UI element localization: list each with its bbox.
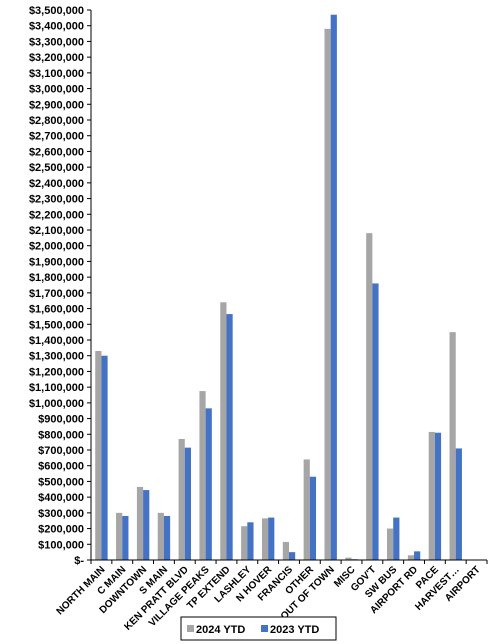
- bar: [220, 302, 227, 560]
- y-tick-label: $2,400,000: [29, 178, 84, 190]
- bar: [434, 432, 442, 560]
- y-tick-label: $1,800,000: [29, 272, 84, 284]
- y-tick-label: $1,200,000: [29, 366, 84, 378]
- y-tick-label: $400,000: [38, 492, 84, 504]
- y-tick-label: $3,500,000: [29, 5, 84, 17]
- legend-label: 2024 YTD: [196, 624, 245, 636]
- bar: [261, 518, 269, 560]
- bar: [387, 528, 394, 560]
- y-tick-label: $2,900,000: [29, 99, 84, 111]
- y-tick-label: $2,000,000: [29, 241, 84, 253]
- y-tick-label: $2,800,000: [29, 115, 84, 127]
- bars: [95, 14, 462, 561]
- y-tick-label: $2,500,000: [29, 162, 84, 174]
- y-tick-label: $2,600,000: [29, 146, 84, 158]
- bar: [205, 408, 212, 560]
- bar: [345, 557, 352, 560]
- bar: [366, 233, 373, 560]
- y-tick-label: $1,000,000: [29, 398, 84, 410]
- axes: [90, 10, 488, 564]
- bar: [407, 555, 415, 560]
- bar: [428, 431, 435, 560]
- y-tick-label: $2,300,000: [29, 194, 84, 206]
- bar: [163, 516, 171, 560]
- y-tick-label: $600,000: [38, 461, 84, 473]
- bar: [324, 28, 331, 561]
- bar: [184, 447, 191, 560]
- y-tick-label: $100,000: [38, 539, 84, 551]
- bar: [289, 552, 296, 560]
- bar: [136, 486, 144, 560]
- y-tick-label: $800,000: [38, 429, 84, 441]
- bar: [393, 517, 400, 560]
- bar: [449, 332, 456, 560]
- y-tick-label: $2,700,000: [29, 131, 84, 143]
- y-tick-label: $1,300,000: [29, 351, 84, 363]
- y-tick-label: $700,000: [38, 445, 84, 457]
- bar: [116, 512, 123, 560]
- y-tick-label: $1,900,000: [29, 256, 84, 268]
- y-tick-label: $300,000: [38, 508, 84, 520]
- bar: [178, 439, 185, 560]
- y-tick-label: $1,400,000: [29, 335, 84, 347]
- y-tick-label: $3,200,000: [29, 52, 84, 64]
- legend-box: [180, 616, 337, 641]
- y-tick-label: $1,600,000: [29, 304, 84, 316]
- bar: [143, 490, 150, 560]
- y-tick-label: $3,300,000: [29, 36, 84, 48]
- bar: [122, 516, 129, 560]
- y-tick-label: $2,100,000: [29, 225, 84, 237]
- bar: [372, 283, 379, 560]
- bar: [282, 541, 289, 560]
- bar: [157, 512, 164, 560]
- legend-swatch: [261, 625, 268, 632]
- bar: [414, 551, 421, 560]
- bar: [241, 526, 248, 560]
- y-tick-label: $2,200,000: [29, 209, 84, 221]
- bar: [303, 459, 310, 560]
- legend-swatch: [187, 625, 194, 632]
- bar: [455, 448, 462, 560]
- legend: 2024 YTD 2023 YTD: [180, 616, 337, 641]
- bar: [95, 351, 102, 560]
- bar: [226, 314, 233, 560]
- bar: [268, 517, 275, 560]
- y-tick-label: $1,700,000: [29, 288, 84, 300]
- y-tick-label: $1,500,000: [29, 319, 84, 331]
- y-tick-label: $500,000: [38, 476, 84, 488]
- y-tick-label: $3,000,000: [29, 84, 84, 96]
- y-axis-ticks: $- $100,000 $200,000 $300,000 $400,000 $500,0…: [29, 5, 91, 567]
- y-tick-label: $1,100,000: [29, 382, 84, 394]
- y-tick-label: $900,000: [38, 414, 84, 426]
- bar: [330, 14, 337, 560]
- bar: [199, 391, 206, 560]
- bar: [101, 355, 108, 560]
- bar: [247, 522, 254, 560]
- bar: [309, 476, 317, 560]
- y-tick-label: $-: [74, 555, 84, 567]
- y-tick-label: $3,100,000: [29, 68, 84, 80]
- y-tick-label: $3,400,000: [29, 21, 84, 33]
- legend-label: 2023 YTD: [270, 624, 319, 636]
- y-tick-label: $200,000: [38, 524, 84, 536]
